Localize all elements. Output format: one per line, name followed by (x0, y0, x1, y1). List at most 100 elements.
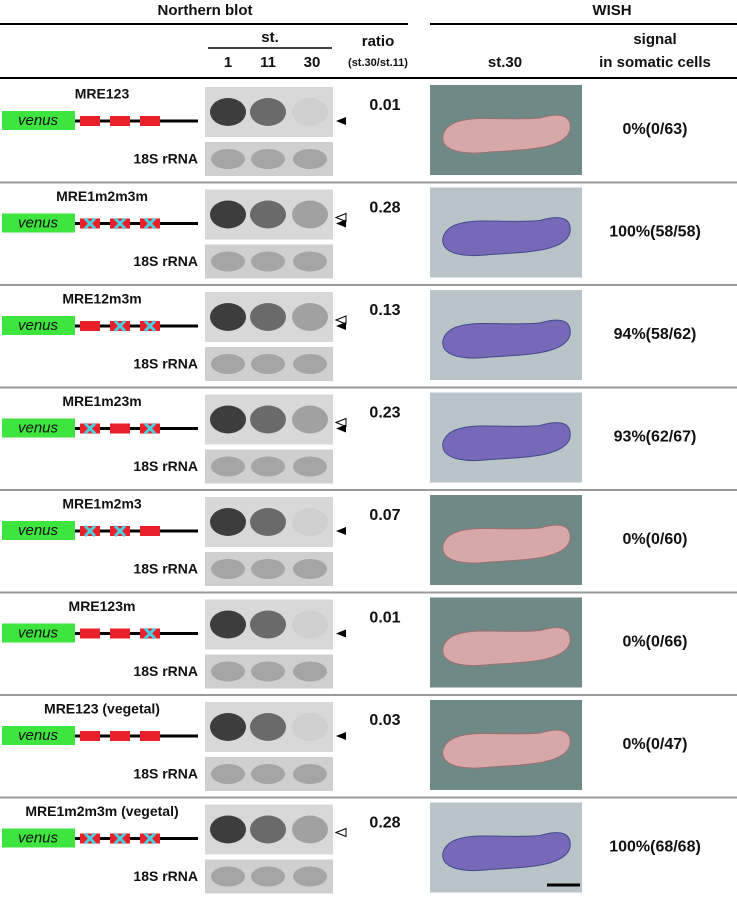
mutation-mark (113, 319, 127, 333)
mutation-mark (143, 217, 157, 230)
blot-band (251, 149, 285, 169)
blot-band (293, 559, 327, 579)
loading-label: 18S rRNA (133, 663, 198, 679)
reporter-label: venus (18, 112, 59, 129)
blot-band (211, 866, 245, 887)
construct-name: MRE1m23m (62, 393, 141, 409)
reporter-box (2, 418, 75, 438)
blot-band (293, 149, 327, 169)
construct-name: MRE12m3m (62, 291, 141, 307)
blot-band (293, 354, 327, 374)
mre-box (140, 116, 160, 126)
mutation-mark (113, 832, 127, 845)
arrowhead-open (334, 315, 347, 325)
wish-stage: st.30 (488, 54, 522, 71)
mutation-mark (83, 524, 97, 538)
construct-name: MRE1m2m3m (vegetal) (25, 803, 178, 819)
reporter-label: venus (18, 624, 59, 641)
blot-band (250, 200, 286, 229)
blot (205, 859, 333, 894)
blot-band (210, 98, 246, 126)
blot-band (292, 405, 328, 434)
construct-name: MRE123 (75, 86, 130, 102)
blot-band (251, 456, 285, 477)
mutation-mark (143, 319, 157, 333)
mutation-mark (143, 627, 157, 640)
arrowhead-filled (336, 117, 346, 125)
construct-name: MRE123 (vegetal) (44, 701, 160, 717)
loading-label: 18S rRNA (133, 766, 198, 782)
arrowhead-filled (336, 322, 346, 330)
wish-heading: WISH (592, 2, 631, 19)
arrowhead-filled (336, 732, 346, 740)
blot (205, 347, 333, 381)
mutation-mark (143, 832, 157, 845)
signal-value: 94%(58/62) (614, 326, 697, 343)
mre-box (140, 731, 160, 741)
blot (205, 552, 333, 586)
stage-label: 1 (224, 54, 232, 71)
blot-band (210, 713, 246, 741)
mutation-mark (83, 832, 97, 845)
blot-band (251, 251, 285, 272)
construct-name: MRE1m2m3m (56, 188, 148, 204)
blot-band (251, 661, 285, 682)
blot (205, 654, 333, 689)
blot (205, 757, 333, 791)
reporter-box (2, 213, 75, 233)
blot-band (210, 610, 246, 639)
reporter-box (2, 623, 75, 643)
arrowhead-filled (336, 527, 346, 535)
reporter-box (2, 726, 75, 745)
ratio-value: 0.28 (369, 815, 400, 832)
blot-band (211, 764, 245, 784)
blot-band (293, 661, 327, 682)
blot-band (251, 866, 285, 887)
blot-band (210, 405, 246, 434)
blot-band (292, 508, 328, 536)
mre-box (110, 731, 130, 741)
arrowhead-open (334, 827, 347, 838)
arrowhead-filled (336, 629, 346, 638)
embryo (442, 832, 571, 872)
embryo (442, 217, 571, 257)
blot (205, 142, 333, 176)
reporter-label: venus (18, 522, 59, 539)
stage-label: 11 (260, 54, 276, 71)
blot-band (250, 815, 286, 844)
blot-band (211, 354, 245, 374)
northern-heading: Northern blot (158, 2, 253, 19)
loading-label: 18S rRNA (133, 151, 198, 167)
blot-band (293, 456, 327, 477)
signal-subheading: in somatic cells (599, 54, 711, 71)
loading-label: 18S rRNA (133, 561, 198, 577)
blot-band (292, 200, 328, 229)
loading-label: 18S rRNA (133, 356, 198, 372)
blot-band (293, 866, 327, 887)
blot-band (211, 661, 245, 682)
mutation-mark (83, 422, 97, 435)
arrowhead-open (334, 417, 347, 428)
reporter-label: venus (18, 727, 59, 744)
mre-box (80, 628, 100, 639)
blot-band (292, 303, 328, 331)
arrowhead-open (334, 212, 347, 223)
reporter-label: venus (18, 214, 59, 231)
ratio-subheading: (st.30/st.11) (348, 57, 408, 69)
mre-box (110, 628, 130, 639)
mutation-mark (113, 217, 127, 230)
blot-band (210, 815, 246, 844)
reporter-label: venus (18, 419, 59, 436)
blot-band (211, 251, 245, 272)
ratio-value: 0.01 (369, 97, 400, 114)
ratio-value: 0.07 (369, 507, 400, 524)
stage-heading: st. (261, 29, 279, 46)
blot-band (251, 559, 285, 579)
blot-band (250, 508, 286, 536)
blot-band (251, 764, 285, 784)
mutation-mark (113, 524, 127, 538)
blot-band (211, 456, 245, 477)
loading-label: 18S rRNA (133, 253, 198, 269)
blot-band (210, 200, 246, 229)
mutation-mark (83, 217, 97, 230)
